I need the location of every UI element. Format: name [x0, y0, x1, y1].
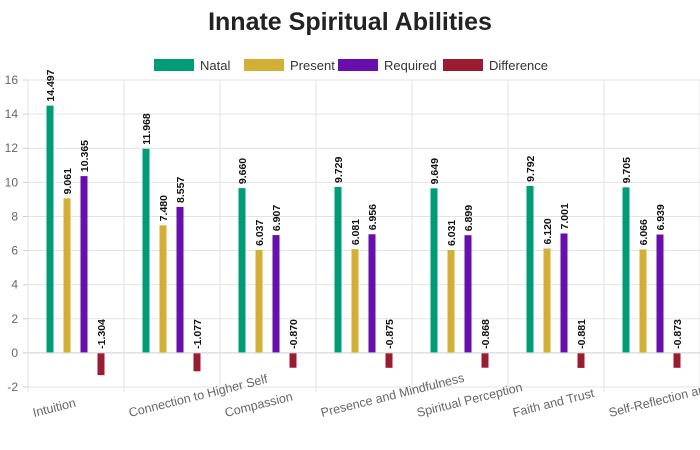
legend-swatch: [154, 59, 194, 71]
data-label: 6.037: [254, 219, 266, 245]
y-tick-label: 10: [5, 175, 19, 189]
data-label: 6.120: [542, 218, 554, 244]
data-label: 6.899: [463, 205, 475, 231]
bar-present: [639, 249, 647, 353]
legend-label: Difference: [489, 57, 549, 73]
data-label: 14.497: [45, 69, 57, 101]
y-tick-label: 4: [11, 278, 18, 292]
chart-title: Innate Spiritual Abilities: [208, 8, 492, 36]
data-label: 11.968: [141, 113, 153, 145]
bar-required: [176, 206, 184, 353]
bar-required: [272, 235, 280, 353]
bar-natal: [334, 186, 342, 353]
bar-natal: [46, 105, 54, 353]
y-tick-label: 6: [11, 244, 18, 258]
data-label: -1.304: [96, 319, 108, 349]
data-label: 6.939: [655, 204, 667, 230]
data-label: 9.649: [429, 158, 441, 184]
data-label: -0.870: [288, 319, 300, 349]
y-tick-label: -2: [7, 380, 18, 394]
bar-natal: [142, 148, 150, 353]
bar-required: [560, 233, 568, 353]
x-category-label: Faith and Trust: [511, 386, 596, 420]
x-category-label: Self-Reflection and Growth: [607, 370, 700, 420]
bar-required: [80, 176, 88, 353]
y-tick-label: 0: [11, 346, 18, 360]
data-label: 9.729: [333, 157, 345, 183]
y-tick-label: 14: [5, 107, 19, 121]
data-label: -0.875: [384, 319, 396, 349]
bar-required: [464, 235, 472, 353]
legend-label: Present: [290, 57, 335, 73]
data-label: -0.881: [576, 319, 588, 349]
bar-natal: [238, 188, 246, 353]
bar-present: [63, 198, 71, 353]
bar-difference: [289, 352, 297, 368]
bar-difference: [97, 352, 105, 376]
bar-present: [351, 249, 359, 353]
bar-difference: [481, 352, 489, 368]
bar-present: [543, 248, 551, 353]
data-label: 7.001: [559, 203, 571, 229]
data-label: 10.365: [79, 140, 91, 172]
bar-present: [159, 225, 167, 353]
y-tick-label: 12: [5, 141, 19, 155]
data-label: 6.907: [271, 205, 283, 231]
data-label: 6.031: [446, 220, 458, 246]
legend-swatch: [244, 59, 284, 71]
data-label: 8.557: [175, 177, 187, 203]
bar-difference: [673, 352, 681, 368]
data-label: -1.077: [192, 319, 204, 349]
legend-item-natal[interactable]: Natal: [154, 56, 230, 74]
bar-present: [447, 250, 455, 353]
legend-label: Required: [384, 57, 437, 73]
data-label: 6.956: [367, 204, 379, 230]
legend-item-required[interactable]: Required: [338, 56, 437, 74]
data-label: -0.873: [672, 319, 684, 349]
data-label: 6.081: [350, 219, 362, 245]
bar-natal: [622, 187, 630, 353]
x-category-label: Intuition: [31, 396, 77, 420]
data-label: 9.705: [621, 157, 633, 183]
chart-legend: Natal Present Required Difference: [0, 56, 700, 74]
bar-present: [255, 249, 263, 353]
bar-required: [656, 234, 664, 353]
legend-swatch: [443, 59, 483, 71]
data-label: 7.480: [158, 195, 170, 221]
bar-difference: [193, 352, 201, 372]
bar-required: [368, 234, 376, 353]
bar-natal: [430, 188, 438, 353]
y-tick-label: 16: [5, 73, 19, 87]
data-label: 9.660: [237, 158, 249, 184]
bar-natal: [526, 185, 534, 353]
data-label: 9.061: [62, 168, 74, 194]
legend-item-present[interactable]: Present: [244, 56, 335, 74]
legend-label: Natal: [200, 57, 231, 73]
legend-swatch: [338, 59, 378, 71]
y-tick-label: 2: [11, 312, 18, 326]
bar-difference: [577, 352, 585, 368]
data-label: -0.868: [480, 319, 492, 349]
legend-item-difference[interactable]: Difference: [443, 56, 548, 74]
data-label: 6.066: [638, 219, 650, 245]
data-label: 9.792: [525, 155, 537, 181]
bar-difference: [385, 352, 393, 368]
y-tick-label: 8: [11, 209, 18, 223]
